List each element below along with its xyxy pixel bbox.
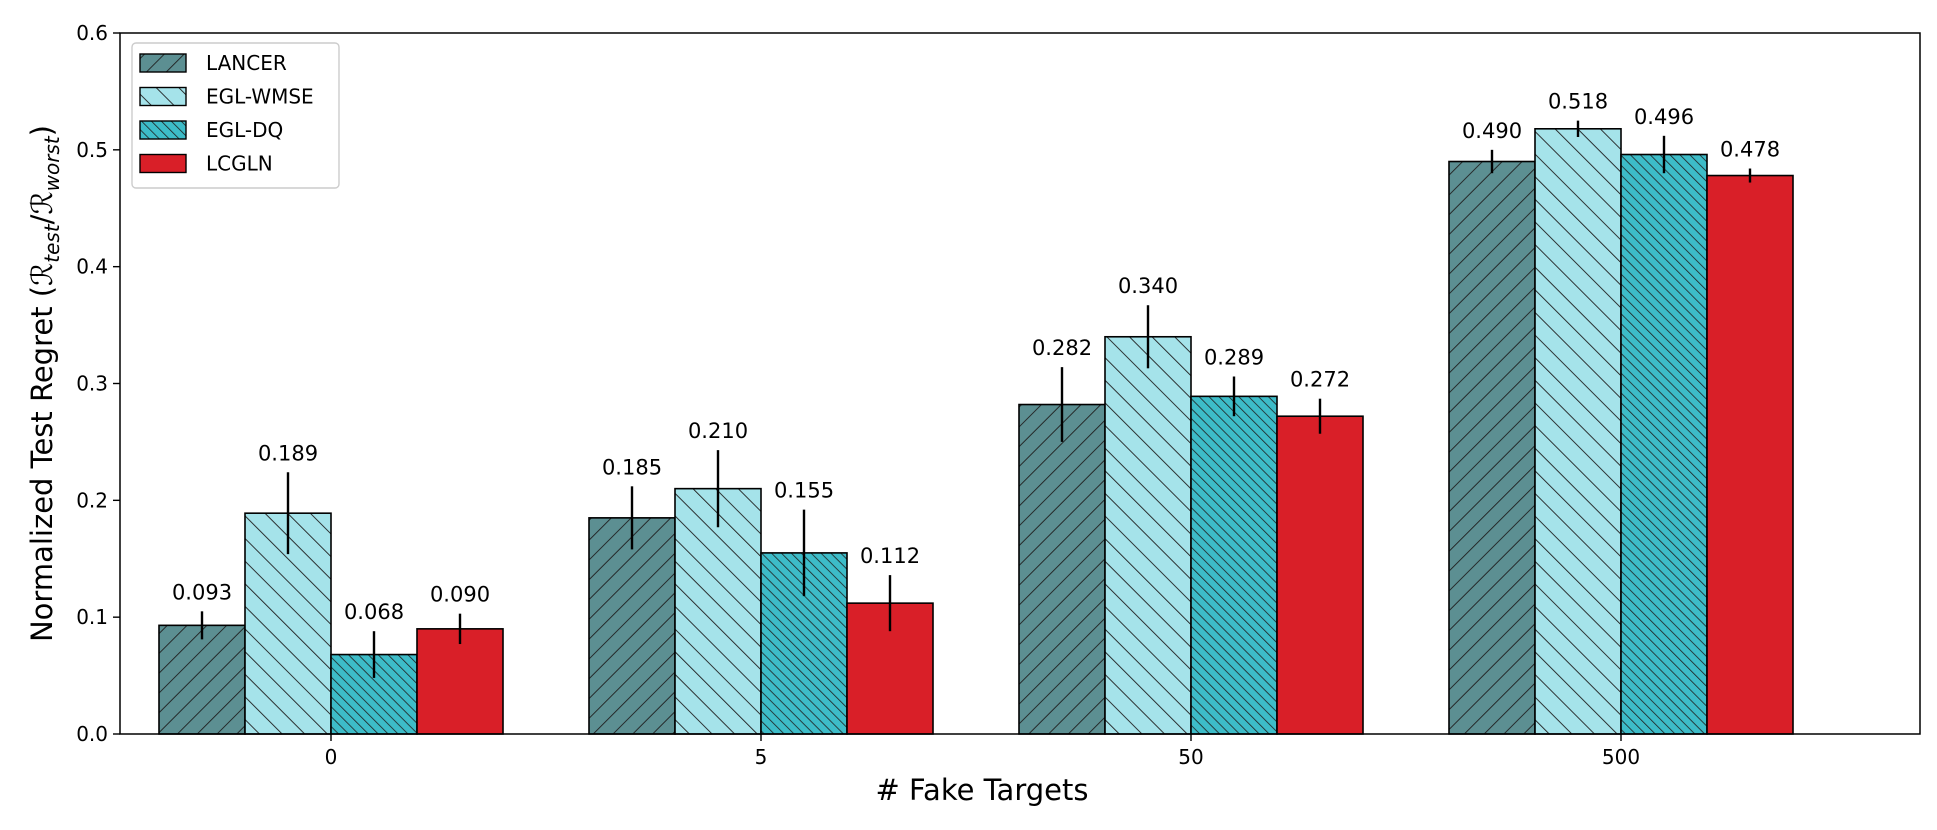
value-label-egl-wmse-500: 0.518 bbox=[1548, 90, 1608, 114]
y-tick-label: 0.3 bbox=[76, 372, 108, 396]
legend-swatch-lcgln bbox=[140, 154, 186, 173]
y-axis-ticks: 0.0 0.1 0.2 0.3 0.4 0.5 0.6 bbox=[76, 21, 120, 746]
value-label-lcgln-50: 0.272 bbox=[1290, 368, 1350, 392]
legend-swatch-outline-egl-dq bbox=[139, 120, 187, 140]
bar-hatch-egl-wmse-5 bbox=[675, 488, 761, 734]
y-axis-title-separator: / bbox=[25, 214, 59, 224]
bar-lcgln-50 bbox=[1277, 416, 1363, 734]
y-tick-label: 0.5 bbox=[76, 138, 108, 162]
value-label-egl-dq-5: 0.155 bbox=[774, 479, 834, 503]
y-axis-title-numerator: ℛ bbox=[25, 263, 59, 286]
legend-swatch-hatch-egl-wmse bbox=[140, 87, 186, 106]
bar-hatch-lancer-5 bbox=[589, 517, 675, 734]
legend-label-egl-dq: EGL-DQ bbox=[206, 118, 283, 142]
bars-layer bbox=[158, 128, 1794, 735]
value-label-lcgln-5: 0.112 bbox=[860, 544, 920, 568]
y-tick-label: 0.2 bbox=[76, 488, 108, 512]
value-label-egl-dq-50: 0.289 bbox=[1204, 345, 1264, 369]
value-label-lancer-500: 0.490 bbox=[1462, 119, 1522, 143]
x-tick-label: 500 bbox=[1602, 745, 1640, 769]
value-label-lcgln-500: 0.478 bbox=[1720, 138, 1780, 162]
x-tick-label: 50 bbox=[1178, 745, 1203, 769]
bar-lcgln-500 bbox=[1707, 175, 1793, 734]
bar-hatch-lancer-0 bbox=[159, 625, 245, 734]
legend-label-lcgln: LCGLN bbox=[206, 152, 273, 176]
bar-hatch-lancer-50 bbox=[1019, 404, 1105, 734]
value-label-lancer-0: 0.093 bbox=[172, 580, 232, 604]
bar-hatch-egl-wmse-500 bbox=[1535, 128, 1621, 734]
value-label-egl-wmse-50: 0.340 bbox=[1118, 274, 1178, 298]
bar-hatch-egl-dq-50 bbox=[1191, 396, 1277, 734]
y-axis-title-denominator: ℛ bbox=[25, 191, 59, 214]
legend-swatch-outline-egl-wmse bbox=[139, 86, 187, 107]
value-label-egl-dq-500: 0.496 bbox=[1634, 105, 1694, 129]
y-axis-title-suffix: ) bbox=[25, 125, 59, 136]
legend-swatch-hatch-lancer bbox=[140, 54, 186, 72]
bar-hatch-egl-wmse-50 bbox=[1105, 336, 1191, 734]
legend-swatch-outline-lcgln bbox=[139, 153, 187, 174]
bar-hatch-lancer-500 bbox=[1449, 161, 1535, 734]
error-bars-layer bbox=[200, 120, 1752, 678]
y-tick-label: 0.0 bbox=[76, 722, 108, 746]
legend: LANCER EGL-WMSE EGL-DQ LCGLN bbox=[131, 42, 340, 189]
value-label-lancer-50: 0.282 bbox=[1032, 336, 1092, 360]
value-label-egl-wmse-0: 0.189 bbox=[258, 441, 318, 465]
legend-frame bbox=[131, 42, 340, 189]
y-tick-label: 0.4 bbox=[76, 255, 108, 279]
y-tick-label: 0.1 bbox=[76, 605, 108, 629]
bar-hatch-egl-dq-500 bbox=[1621, 154, 1707, 735]
legend-swatch-outline-lancer bbox=[139, 53, 187, 73]
x-axis-ticks: 0 5 50 500 bbox=[325, 734, 1640, 769]
value-label-egl-wmse-5: 0.210 bbox=[688, 419, 748, 443]
y-axis-title-prefix: Normalized Test Regret ( bbox=[25, 286, 59, 642]
y-tick-label: 0.6 bbox=[76, 21, 108, 45]
value-labels-layer: 0.093 0.185 0.282 0.490 0.189 0.210 0.340 0.518… bbox=[172, 90, 1780, 625]
legend-label-egl-wmse: EGL-WMSE bbox=[206, 85, 314, 109]
y-axis-title-denominator-sub: worst bbox=[40, 135, 64, 191]
value-label-egl-dq-0: 0.068 bbox=[344, 600, 404, 624]
legend-swatch-hatch-egl-dq bbox=[140, 121, 186, 139]
y-axis-title-numerator-sub: test bbox=[40, 223, 64, 263]
x-tick-label: 5 bbox=[755, 745, 768, 769]
x-axis-title: # Fake Targets bbox=[876, 773, 1089, 807]
bar-lcgln-0 bbox=[417, 628, 503, 734]
x-tick-label: 0 bbox=[325, 745, 338, 769]
y-axis-title: Normalized Test Regret (ℛtest/ℛworst) bbox=[25, 125, 64, 642]
value-label-lancer-5: 0.185 bbox=[602, 455, 662, 479]
value-label-lcgln-0: 0.090 bbox=[430, 583, 490, 607]
legend-label-lancer: LANCER bbox=[206, 51, 287, 75]
